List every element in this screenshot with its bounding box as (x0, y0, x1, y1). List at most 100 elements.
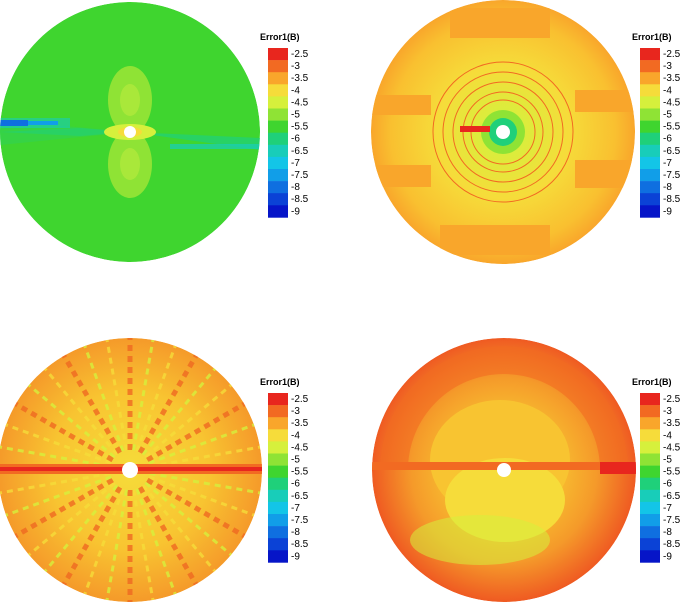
colorbar-tick-label: -9 (291, 551, 300, 562)
colorbar-swatch (640, 489, 660, 503)
colorbar-tick-label: -3 (663, 61, 672, 72)
colorbar-tick-label: -8 (663, 182, 672, 193)
colorbar-tick-label: -2.5 (663, 394, 680, 405)
colorbar-swatch (268, 417, 288, 430)
colorbar-swatch (640, 526, 660, 539)
colorbar-tick-label: -5 (291, 110, 300, 121)
colorbar-swatch (640, 120, 660, 133)
colorbar-tick-label: -6 (291, 479, 300, 490)
colorbar-swatch (268, 156, 288, 170)
colorbar-swatch (268, 501, 288, 515)
radial-streak (141, 365, 218, 456)
colorbar-swatch (268, 538, 288, 551)
colorbar-title: Error1(B) (632, 377, 672, 387)
colorbar-swatch (640, 156, 660, 170)
colorbar-tick-label: -7.5 (663, 170, 680, 181)
radial-streak (135, 488, 178, 598)
colorbar-swatch (640, 96, 660, 109)
center-hole (497, 463, 511, 477)
colorbar-swatch (268, 393, 288, 406)
colorbar-tick-label: -8.5 (663, 194, 680, 205)
colorbar-swatch (640, 108, 660, 121)
radial-streak (11, 477, 114, 540)
colorbar-tick-label: -5.5 (291, 122, 309, 133)
colorbar-tick-label: -8 (291, 182, 300, 193)
radial-streak (60, 351, 123, 454)
colorbar-tick-label: -7 (291, 158, 300, 169)
colorbar-tick-label: -3.5 (663, 73, 680, 84)
colorbar-swatch (268, 441, 288, 454)
colorbar-tick-label: -2.5 (291, 49, 309, 60)
colorbar-tick-label: -3 (291, 406, 300, 417)
colorbar-swatch (640, 538, 660, 551)
colorbar: Error1(B)-2.5-3-3.5-4-4.5-5-5.5-6-6.5-7-… (260, 32, 309, 218)
colorbar-tick-label: -7.5 (663, 515, 680, 526)
colorbar-swatch (268, 108, 288, 121)
radial-streak (149, 471, 262, 495)
colorbar-swatch (268, 84, 288, 97)
colorbar-swatch (640, 417, 660, 430)
radial-streak (131, 489, 155, 602)
colorbar-tick-label: -6.5 (291, 146, 309, 157)
radial-streak (42, 484, 119, 575)
radial-streak (141, 484, 218, 575)
colorbar-tick-label: -7.5 (291, 515, 309, 526)
radial-streak (2, 475, 112, 518)
colorbar-title: Error1(B) (260, 32, 300, 42)
panel-bottom-right: Error1(B)-2.5-3-3.5-4-4.5-5-5.5-6-6.5-7-… (372, 338, 680, 602)
radial-streak (0, 445, 111, 469)
colorbar-swatch (640, 169, 660, 182)
colorbar-tick-label: -3 (663, 406, 672, 417)
colorbar-tick-label: -8 (663, 527, 672, 538)
radial-streak (60, 486, 123, 589)
colorbar-swatch (640, 429, 660, 442)
colorbar-tick-label: -7.5 (291, 170, 309, 181)
colorbar-tick-label: -6 (663, 134, 672, 145)
colorbar-swatch (640, 48, 660, 61)
radial-streak (137, 486, 200, 589)
colorbar-swatch (640, 205, 660, 218)
radial-streak (105, 338, 129, 451)
colorbar-swatch (268, 477, 288, 491)
colorbar-swatch (640, 144, 660, 158)
colorbar-tick-label: -4 (663, 85, 672, 96)
colorbar-swatch (640, 465, 660, 478)
colorbar-swatch (640, 550, 660, 563)
colorbar-tick-label: -9 (291, 206, 300, 217)
colorbar-swatch (640, 453, 660, 466)
colorbar-swatch (640, 132, 660, 146)
colorbar-swatch (268, 429, 288, 442)
colorbar-swatch (640, 72, 660, 85)
colorbar-swatch (268, 465, 288, 478)
radial-streak (11, 400, 114, 463)
colorbar-title: Error1(B) (260, 377, 300, 387)
radial-streak (25, 481, 116, 558)
colorbar-swatch (640, 393, 660, 406)
radial-streak (149, 445, 262, 469)
colorbar-tick-label: -8 (291, 527, 300, 538)
colorbar-swatch (268, 550, 288, 563)
center-hole (124, 126, 136, 138)
colorbar-tick-label: -9 (663, 206, 672, 217)
colorbar-tick-label: -4 (663, 430, 672, 441)
colorbar-tick-label: -6.5 (663, 491, 680, 502)
colorbar-tick-label: -5 (291, 455, 300, 466)
radial-streak (105, 489, 129, 602)
colorbar-swatch (268, 48, 288, 61)
colorbar-swatch (640, 193, 660, 206)
colorbar-tick-label: -4 (291, 85, 300, 96)
colorbar-swatch (268, 514, 288, 527)
colorbar-swatch (268, 526, 288, 539)
colorbar: Error1(B)-2.5-3-3.5-4-4.5-5-5.5-6-6.5-7-… (260, 377, 309, 563)
colorbar-swatch (640, 405, 660, 418)
colorbar-swatch (640, 181, 660, 194)
radial-streak (82, 488, 125, 598)
colorbar-swatch (268, 405, 288, 418)
colorbar-tick-label: -4 (291, 430, 300, 441)
colorbar-swatch (268, 181, 288, 194)
colorbar-tick-label: -7 (291, 503, 300, 514)
colorbar-tick-label: -3 (291, 61, 300, 72)
colorbar-tick-label: -5 (663, 455, 672, 466)
colorbar-swatch (268, 120, 288, 133)
